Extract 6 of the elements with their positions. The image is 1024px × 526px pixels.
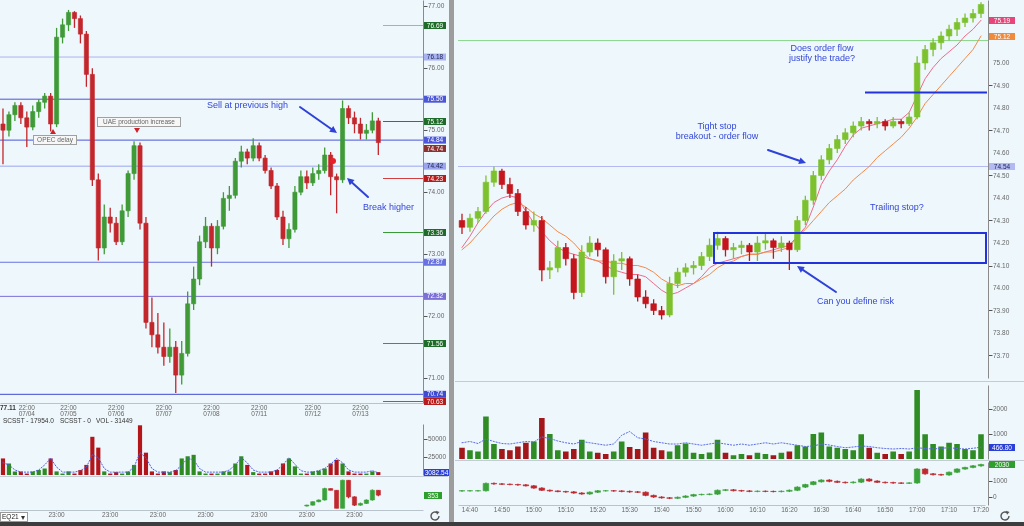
annotation: Sell at previous high (207, 100, 289, 111)
annotation: Can you define risk (817, 296, 895, 307)
annotation: Tight stop breakout - order flow (674, 121, 760, 142)
annotation: Does order flow justify the trade? (787, 43, 856, 64)
annotation: Break higher (363, 202, 415, 213)
annotation: Trailing stop? (870, 202, 924, 213)
